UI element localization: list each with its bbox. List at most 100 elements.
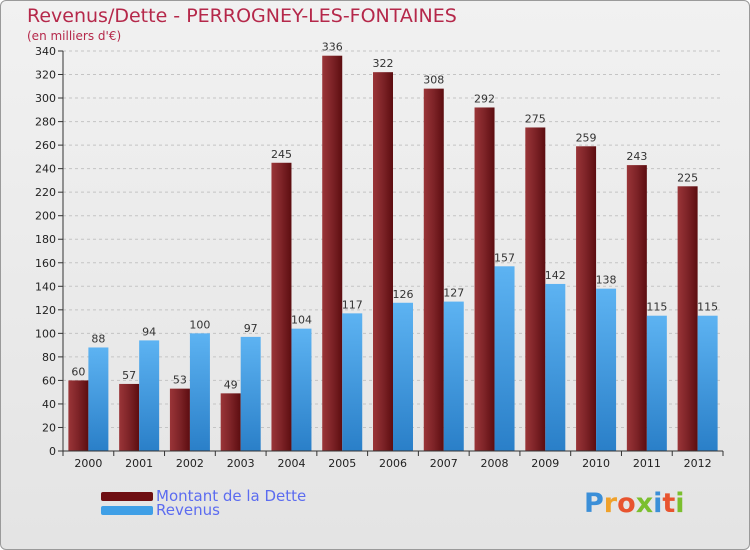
y-tick-label: 340 — [35, 45, 56, 58]
logo-letter: i — [675, 488, 685, 519]
legend-swatch-debt — [101, 492, 153, 501]
legend-label-debt: Montant de la Dette — [156, 487, 307, 505]
bar-revenue-2008 — [494, 266, 515, 451]
x-tick-label-2008: 2008 — [481, 457, 509, 470]
bar-debt-2004 — [271, 162, 292, 451]
logo-letter: t — [662, 488, 676, 519]
x-tick-label-2005: 2005 — [328, 457, 356, 470]
label-debt-2004: 245 — [271, 148, 292, 161]
bar-revenue-2001 — [139, 340, 160, 451]
y-tick-label: 40 — [42, 398, 56, 411]
x-tick-label-2000: 2000 — [74, 457, 102, 470]
bar-debt-2006 — [373, 72, 393, 452]
y-tick-label: 120 — [35, 304, 56, 317]
y-tick-label: 80 — [42, 351, 56, 364]
legend-label-revenue: Revenus — [156, 501, 220, 519]
label-debt-2007: 308 — [423, 74, 444, 87]
x-tick-label-2006: 2006 — [379, 457, 407, 470]
label-revenue-2004: 104 — [291, 314, 312, 327]
label-revenue-2012: 115 — [697, 301, 718, 314]
bar-revenue-2003 — [240, 336, 261, 451]
bar-revenue-2012 — [697, 315, 718, 451]
logo-letter: P — [584, 488, 604, 519]
label-revenue-2005: 117 — [342, 298, 363, 311]
bar-debt-2012 — [677, 186, 698, 451]
y-tick-label: 0 — [49, 445, 56, 458]
bar-revenue-2000 — [88, 347, 109, 451]
bar-revenue-2010 — [596, 288, 617, 451]
y-tick-label: 320 — [35, 69, 56, 82]
bar-debt-2003 — [220, 393, 241, 451]
x-tick-label-2002: 2002 — [176, 457, 204, 470]
y-tick-label: 220 — [35, 186, 56, 199]
axes: 0 20 40 60 80 100 120 140 160 180 200 220 240 260 280 3… — [35, 45, 724, 470]
label-debt-2010: 259 — [576, 131, 597, 144]
label-debt-2008: 292 — [474, 92, 495, 105]
label-debt-2009: 275 — [525, 112, 546, 125]
label-revenue-2002: 100 — [189, 318, 210, 331]
y-tick-label: 260 — [35, 139, 56, 152]
bar-debt-2002 — [169, 388, 190, 451]
label-debt-2003: 49 — [224, 378, 238, 391]
bar-debt-2007 — [423, 88, 444, 451]
y-tick-label: 160 — [35, 257, 56, 270]
x-tick-label-2004: 2004 — [277, 457, 305, 470]
label-revenue-2003: 97 — [244, 322, 258, 335]
bars — [68, 55, 718, 452]
y-tick-label: 300 — [35, 92, 56, 105]
bar-debt-2010 — [576, 146, 597, 451]
bar-debt-2000 — [68, 380, 89, 451]
bar-revenue-2006 — [393, 302, 413, 451]
label-revenue-2000: 88 — [91, 332, 105, 345]
bar-revenue-2007 — [443, 301, 464, 451]
y-tick-label: 180 — [35, 233, 56, 246]
y-tick-label: 60 — [42, 374, 56, 387]
label-revenue-2010: 138 — [596, 274, 617, 287]
bar-debt-2008 — [474, 107, 495, 452]
proxiti-logo: Proxiti — [584, 488, 685, 519]
y-tick-label: 100 — [35, 327, 56, 340]
y-tick-label: 280 — [35, 116, 56, 129]
label-revenue-2006: 126 — [393, 288, 414, 301]
label-debt-2011: 243 — [626, 150, 647, 163]
legend-swatch-revenue — [101, 506, 153, 515]
bar-debt-2001 — [119, 383, 140, 451]
label-revenue-2001: 94 — [142, 325, 156, 338]
bar-debt-2005 — [322, 55, 343, 452]
bar-revenue-2004 — [291, 328, 312, 451]
logo-letter: r — [603, 488, 618, 519]
label-revenue-2007: 127 — [443, 287, 464, 300]
bar-revenue-2002 — [189, 333, 210, 451]
chart-subtitle: (en milliers d'€) — [27, 29, 122, 43]
x-tick-label-2012: 2012 — [684, 457, 712, 470]
x-tick-label-2001: 2001 — [125, 457, 153, 470]
data-labels: 60 88 57 94 53 100 49 97 245 104 336 117 322 126 308 12… — [71, 41, 718, 392]
logo-letter: i — [653, 488, 663, 519]
x-tick-label-2009: 2009 — [531, 457, 559, 470]
bar-revenue-2009 — [545, 283, 566, 451]
label-debt-2002: 53 — [173, 374, 187, 387]
chart-title: Revenus/Dette - PERROGNEY-LES-FONTAINES — [27, 5, 457, 27]
y-tick-label: 140 — [35, 280, 56, 293]
bar-debt-2009 — [525, 127, 546, 452]
bar-debt-2011 — [626, 165, 647, 451]
bar-revenue-2011 — [646, 315, 667, 451]
bar-revenue-2005 — [342, 313, 363, 451]
x-tick-label-2011: 2011 — [633, 457, 661, 470]
label-debt-2006: 322 — [373, 57, 394, 70]
label-debt-2001: 57 — [122, 369, 136, 382]
x-tick-label-2007: 2007 — [430, 457, 458, 470]
y-tick-label: 240 — [35, 163, 56, 176]
x-tick-label-2010: 2010 — [582, 457, 610, 470]
logo-letter: x — [635, 488, 654, 519]
label-debt-2012: 225 — [677, 171, 698, 184]
label-revenue-2008: 157 — [494, 251, 515, 264]
label-debt-2005: 336 — [322, 41, 343, 54]
x-tick-label-2003: 2003 — [227, 457, 255, 470]
y-tick-label: 20 — [42, 421, 56, 434]
logo-letter: o — [617, 488, 636, 519]
y-tick-label: 200 — [35, 210, 56, 223]
label-revenue-2009: 142 — [545, 269, 566, 282]
